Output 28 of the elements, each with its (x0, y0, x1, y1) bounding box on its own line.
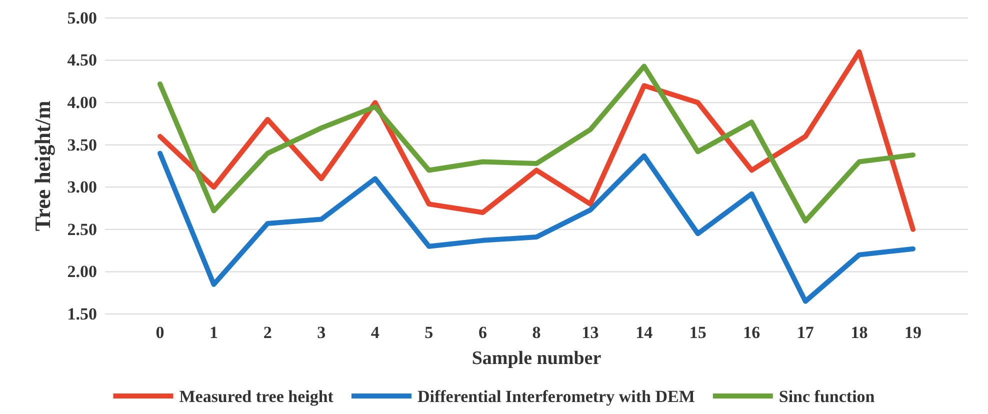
x-tick-label: 5 (424, 323, 434, 342)
x-tick-label: 4 (370, 323, 380, 342)
x-tick-label: 17 (796, 323, 814, 342)
y-tick-label: 4.00 (67, 93, 97, 112)
x-tick-label: 19 (904, 323, 922, 342)
x-tick-label: 3 (317, 323, 326, 342)
x-tick-label: 15 (689, 323, 706, 342)
x-tick-label: 2 (263, 323, 272, 342)
x-tick-label: 1 (210, 323, 218, 342)
legend-label: Measured tree height (179, 387, 334, 406)
y-tick-label: 4.50 (67, 50, 97, 70)
legend-label: Differential Interferometry with DEM (417, 387, 695, 406)
x-tick-label: 0 (156, 323, 164, 342)
y-tick-label: 3.00 (67, 178, 97, 197)
x-tick-label: 13 (582, 323, 599, 342)
y-axis-title: Tree height/m (30, 100, 55, 232)
x-axis-title: Sample number (472, 348, 602, 369)
x-tick-label: 14 (636, 323, 654, 342)
x-tick-label: 8 (532, 323, 541, 342)
x-tick-label: 16 (743, 323, 760, 342)
y-tick-label: 2.00 (67, 262, 97, 282)
y-tick-label: 1.50 (67, 304, 97, 324)
x-tick-label: 18 (850, 323, 868, 342)
x-tick-label: 6 (478, 323, 487, 342)
y-tick-label: 5.00 (67, 8, 97, 28)
y-tick-label: 3.50 (67, 135, 97, 154)
y-tick-label: 2.50 (67, 220, 97, 239)
legend-label: Sinc function (778, 387, 876, 406)
